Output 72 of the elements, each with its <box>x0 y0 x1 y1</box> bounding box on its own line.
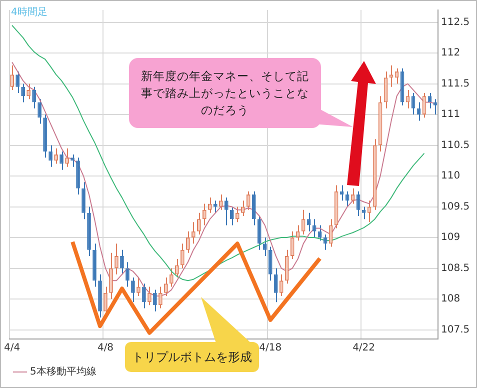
candlestick <box>262 237 267 256</box>
candlestick <box>323 234 328 250</box>
candlestick <box>252 190 256 226</box>
candlestick <box>306 212 311 232</box>
y-tick-label: 110.5 <box>441 140 470 151</box>
candlestick <box>54 148 58 164</box>
candlestick <box>296 224 300 242</box>
candlestick <box>312 218 316 238</box>
text: トリプルボトムを形成 <box>125 342 259 372</box>
candlestick <box>328 218 333 248</box>
y-tick-label: 108.5 <box>441 262 470 274</box>
candlestick <box>230 206 234 226</box>
x-tick-label: 4/4 <box>4 342 20 354</box>
candlestick <box>279 274 284 296</box>
candlestick <box>274 268 278 303</box>
candlestick <box>164 277 168 296</box>
candlestick <box>235 206 240 223</box>
y-tick-label: 109.5 <box>441 201 470 212</box>
x-tick-label: 4/18 <box>259 342 282 354</box>
candlestick <box>175 258 179 278</box>
candlestick <box>114 243 118 275</box>
candlestick <box>131 277 135 303</box>
x-tick-label: 4/22 <box>352 342 376 354</box>
candlestick <box>136 277 140 296</box>
y-tick-label: 108 <box>441 294 460 305</box>
candlestick <box>38 98 42 124</box>
candlestick <box>268 246 272 282</box>
candlestick <box>284 249 289 284</box>
candlestick <box>120 249 124 275</box>
candlestick <box>109 252 113 300</box>
candlestick <box>257 216 262 250</box>
annotation: 新年度の年金マネー、そして記事で踏み上がったということなのだろう <box>129 58 321 128</box>
candlestick <box>142 283 146 309</box>
y-tick-label: 112.5 <box>441 16 470 28</box>
y-tick-label: 111.5 <box>441 78 470 90</box>
candlestick <box>202 203 206 226</box>
legend-label: 5本移動平均線 <box>30 366 96 378</box>
candlestick <box>26 83 30 100</box>
candlestick <box>290 230 294 260</box>
candlestick <box>213 200 218 214</box>
candlestick <box>192 222 196 244</box>
candlestick <box>16 70 20 94</box>
candlestick <box>21 83 25 103</box>
candlestick <box>48 144 52 168</box>
candlestick <box>10 64 14 90</box>
candlestick <box>224 197 228 226</box>
y-tick-label: 109 <box>441 232 460 244</box>
candlestick <box>180 243 184 269</box>
candlestick <box>60 150 64 170</box>
candlestick <box>170 268 174 288</box>
candlestick <box>246 190 250 210</box>
candlestick <box>153 289 157 312</box>
candlestick <box>32 86 36 109</box>
candlestick <box>186 230 190 254</box>
candlestick <box>70 154 74 168</box>
candlestick <box>65 148 69 168</box>
candlestick <box>318 224 322 242</box>
candlestick <box>126 262 130 288</box>
candlestick <box>148 286 152 306</box>
candlestick <box>433 98 438 116</box>
y-tick-label: 111 <box>441 109 460 120</box>
candlestick <box>208 197 212 214</box>
candlestick <box>197 212 201 235</box>
annotation: 4時間足 <box>11 6 48 19</box>
candlestick <box>218 194 223 210</box>
candlestick <box>301 209 306 235</box>
y-tick-label: 112 <box>441 48 460 59</box>
x-tick-label: 4/8 <box>97 342 114 354</box>
candlestick <box>240 200 245 217</box>
y-tick-label: 107.5 <box>441 324 470 336</box>
candlestick <box>158 286 162 309</box>
y-tick-label: 110 <box>441 170 460 182</box>
